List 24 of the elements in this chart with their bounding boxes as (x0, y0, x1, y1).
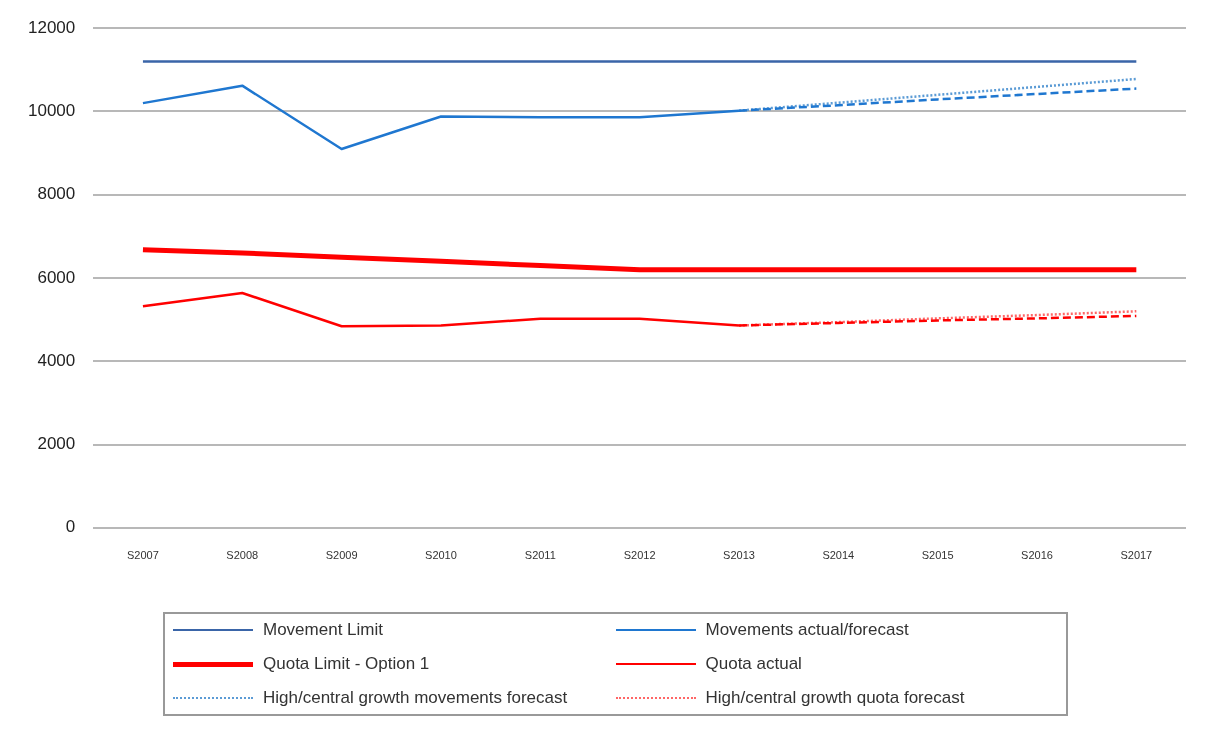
y-tick-label: 2000 (37, 434, 76, 454)
legend-label: Quota actual (705, 654, 802, 674)
x-tick-label: S2008 (226, 549, 259, 562)
y-tick-label: 6000 (37, 267, 76, 287)
legend-label: High/central growth quota forecast (705, 688, 965, 708)
y-tick-label: 10000 (27, 101, 76, 121)
y-tick-label: 12000 (27, 17, 76, 37)
legend-label: Movements actual/forecast (705, 620, 909, 640)
y-tick-label: 0 (65, 517, 76, 537)
x-tick-label: S2017 (1120, 549, 1153, 562)
x-tick-label: S2013 (723, 549, 755, 562)
x-tick-label: S2015 (921, 549, 954, 562)
legend-label: Quota Limit - Option 1 (263, 654, 430, 674)
y-tick-label: 8000 (37, 184, 76, 204)
legend-label: High/central growth movements forecast (263, 688, 568, 708)
x-tick-label: S2012 (623, 549, 656, 562)
x-tick-label: S2009 (325, 549, 358, 562)
x-tick-label: S2007 (127, 549, 159, 562)
x-tick-label: S2016 (1021, 549, 1053, 562)
y-tick-label: 4000 (37, 350, 76, 370)
x-tick-label: S2014 (822, 549, 855, 562)
x-tick-label: S2010 (425, 549, 457, 562)
legend-label: Movement Limit (263, 620, 383, 640)
x-tick-label: S2011 (524, 549, 556, 562)
